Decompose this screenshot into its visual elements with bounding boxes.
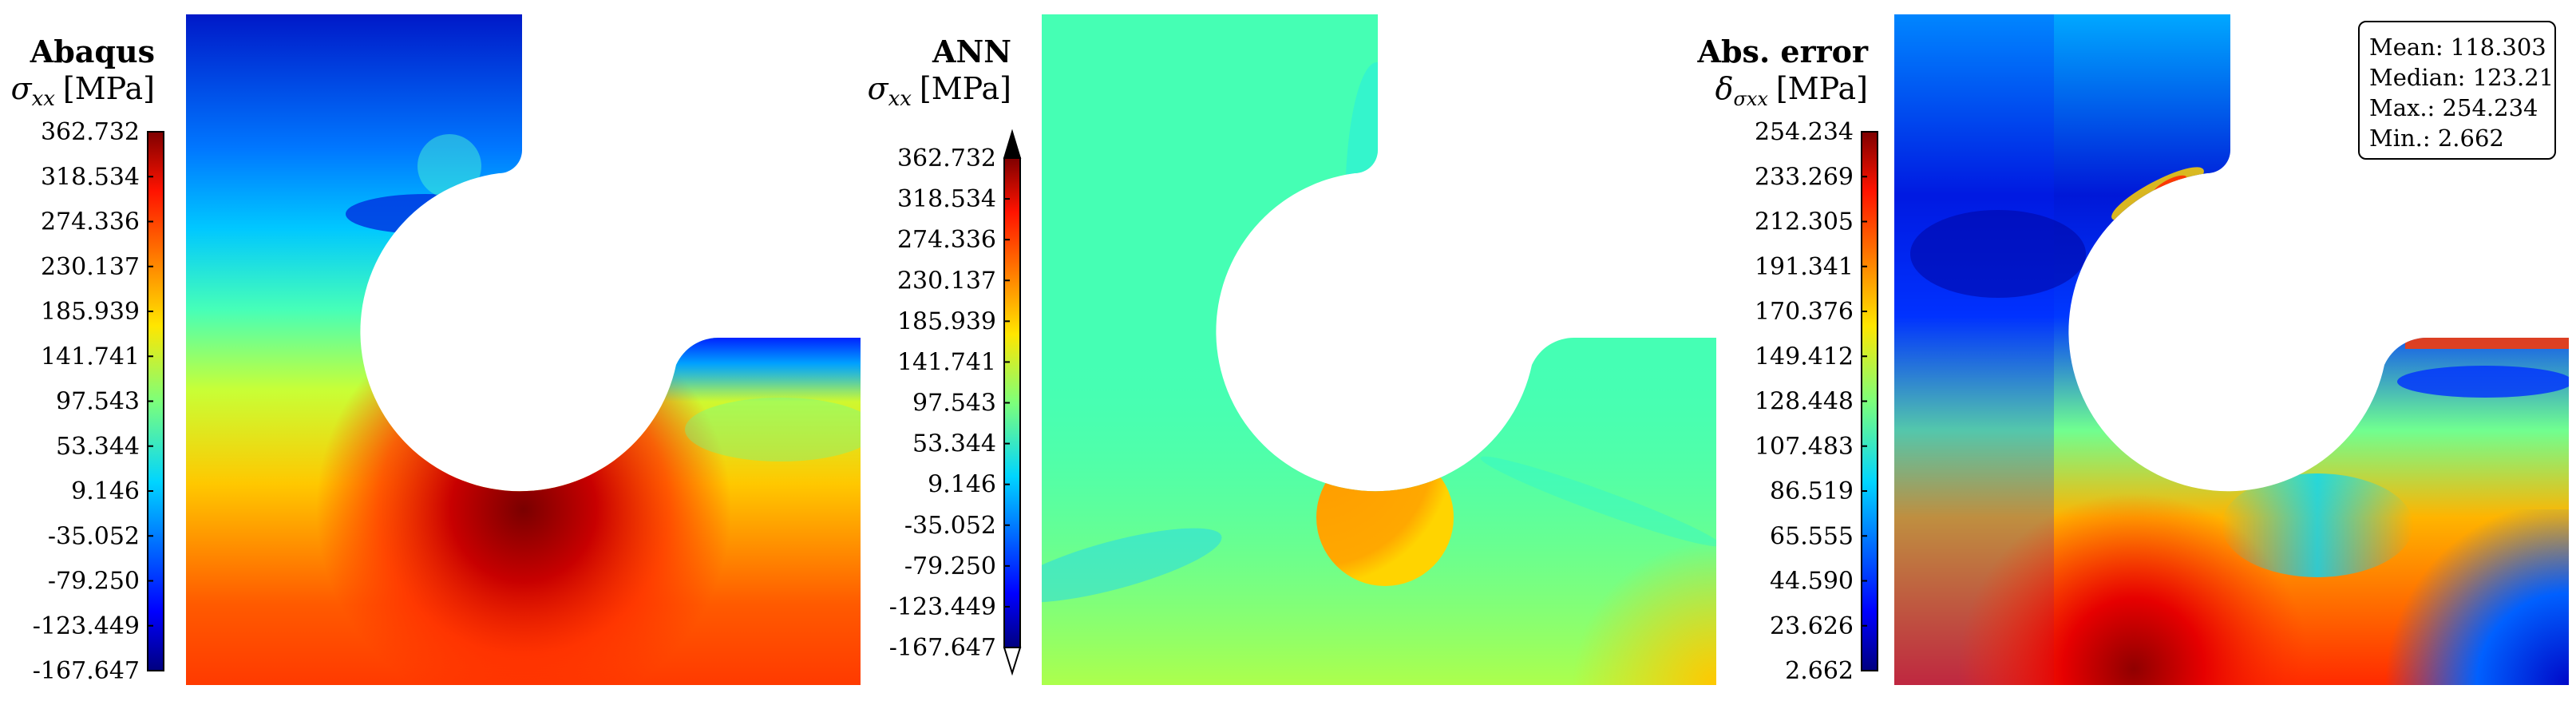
colorbar-tick-label: 191.341 — [1755, 253, 1854, 281]
colorbar-tick-label: 141.741 — [897, 348, 996, 376]
colorbar-tick-label: -167.647 — [889, 634, 996, 662]
colorbar-tick-label: 233.269 — [1755, 163, 1854, 191]
panel-title: Abaqus — [30, 34, 155, 69]
colorbar-extend-max — [1003, 129, 1022, 159]
colorbar: 362.732 318.534 274.336 230.137 185.939 141.7… — [889, 129, 1022, 676]
colorbar-tick-label: 274.336 — [897, 226, 996, 254]
stat-max: Max.: 254.234 — [2369, 94, 2538, 121]
colorbar-tick-label: 2.662 — [1785, 657, 1854, 685]
colorbar-tick-label: 230.137 — [41, 253, 140, 281]
field-plot — [186, 14, 861, 685]
colorbar-tick-label: 274.336 — [41, 208, 140, 236]
colorbar-tick-label: 254.234 — [1755, 118, 1854, 146]
panel-ann: ANN σxx [MPa] 362.732 318.534 274.336 230.13… — [868, 14, 1716, 685]
colorbar-tick-label: 185.939 — [41, 298, 140, 326]
panel-error: Abs. error δσxx [MPa] 254.234 233.269 212.3… — [1697, 14, 2569, 685]
colorbar-tick-label: 128.448 — [1755, 388, 1854, 416]
colorbar-tick-label: 107.483 — [1755, 433, 1854, 461]
quantity-subscript: xx — [888, 87, 912, 111]
panel-title: Abs. error — [1697, 34, 1869, 69]
quantity-symbol: σ — [868, 71, 889, 106]
colorbar-tick-label: 149.412 — [1755, 343, 1854, 370]
panel-abaqus: Abaqus σxx [MPa] 362.732 318.534 274.336 230… — [11, 14, 861, 685]
field-plot — [1042, 14, 1716, 685]
stats-box: Mean: 118.303 Median: 123.21 Max.: 254.2… — [2358, 21, 2556, 160]
colorbar-tick-label: 44.590 — [1770, 568, 1854, 596]
colorbar-tick-label: 9.146 — [928, 471, 996, 499]
colorbar-tick-label: -79.250 — [904, 552, 996, 580]
quantity-label: δσxx [MPa] — [1715, 71, 1868, 110]
colorbar-tick-label: 97.543 — [56, 388, 140, 416]
colorbar-tick-label: -35.052 — [904, 512, 996, 540]
colorbar-tick-label: 362.732 — [897, 145, 996, 172]
colorbar-tick-label: -35.052 — [48, 522, 140, 550]
colorbar-tick-label: 97.543 — [912, 390, 996, 418]
colorbar-tick-label: 318.534 — [41, 163, 140, 191]
stat-min: Min.: 2.662 — [2369, 125, 2504, 152]
quantity-unit: [MPa] — [1776, 71, 1868, 106]
colorbar-tick-label: 23.626 — [1770, 612, 1854, 640]
stats-box-frame — [2358, 21, 2556, 160]
quantity-unit: [MPa] — [63, 71, 155, 106]
colorbar-tick-label: 141.741 — [41, 343, 140, 370]
colorbar-tick-label: -167.647 — [33, 657, 140, 685]
colorbar-tick-label: -123.449 — [33, 612, 140, 640]
colorbar-tick-label: 86.519 — [1770, 477, 1854, 505]
stat-median: Median: 123.21 — [2369, 64, 2554, 91]
colorbar-tick-label: 53.344 — [912, 430, 996, 458]
colorbar-tick-label: 318.534 — [897, 185, 996, 213]
stat-mean: Mean: 118.303 — [2369, 34, 2546, 61]
colorbar-tick-label: -79.250 — [48, 568, 140, 596]
quantity-subscript: σxx — [1733, 88, 1768, 110]
colorbar-tick-label: 185.939 — [897, 307, 996, 335]
colorbar: 362.732 318.534 274.336 230.137 185.939 141.7… — [33, 118, 164, 685]
colorbar: 254.234 233.269 212.305 191.341 170.376 149.4… — [1755, 118, 1878, 685]
colorbar-tick-label: 9.146 — [71, 477, 140, 505]
colorbar-tick-label: 212.305 — [1755, 208, 1854, 236]
quantity-symbol: δ — [1715, 71, 1734, 106]
colorbar-tick-label: 65.555 — [1770, 522, 1854, 550]
quantity-subscript: xx — [32, 87, 56, 111]
colorbar-tick-label: -123.449 — [889, 593, 996, 621]
quantity-label: σxx [MPa] — [11, 71, 155, 111]
quantity-symbol: σ — [11, 71, 33, 106]
panel-title: ANN — [932, 34, 1011, 69]
colorbar-tick-label: 170.376 — [1755, 298, 1854, 326]
colorbar-tick-label: 53.344 — [56, 433, 140, 461]
colorbar-extend-min — [1003, 647, 1022, 676]
quantity-unit: [MPa] — [920, 71, 1011, 106]
colorbar-tick-label: 362.732 — [41, 118, 140, 146]
quantity-label: σxx [MPa] — [868, 71, 1011, 111]
colorbar-tick-label: 230.137 — [897, 267, 996, 295]
